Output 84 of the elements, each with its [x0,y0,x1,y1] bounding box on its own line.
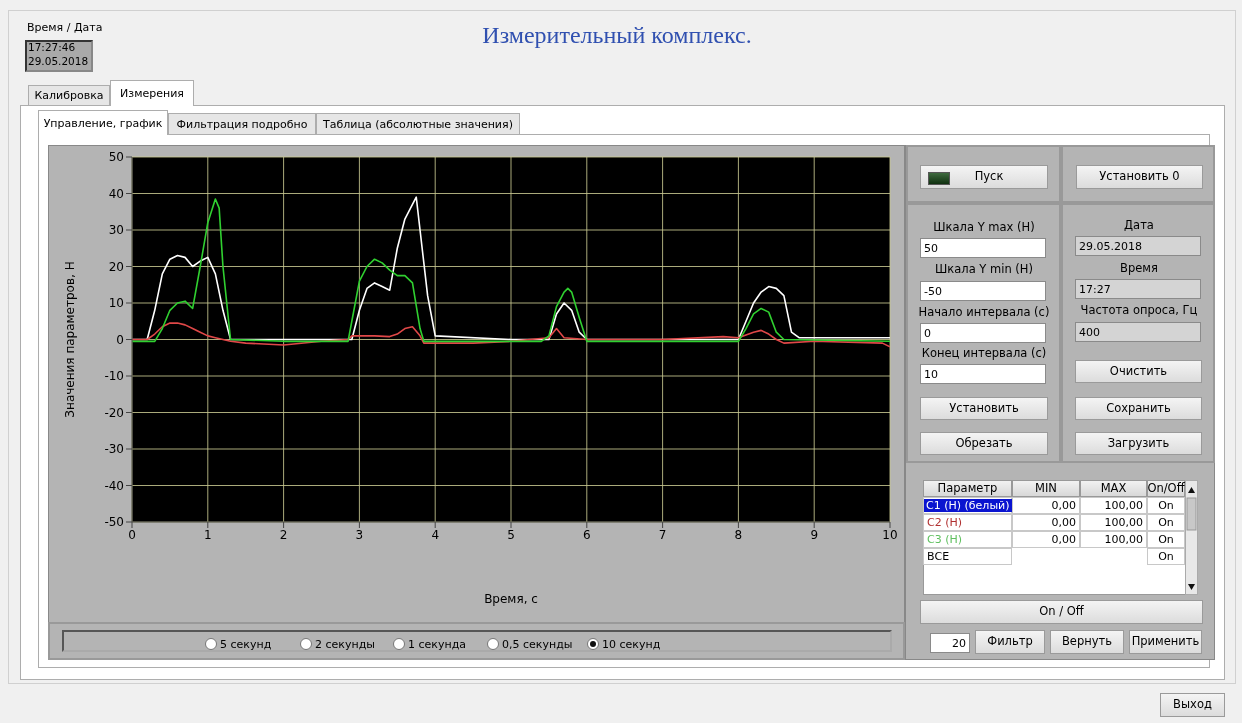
button: Вернуть [1050,630,1124,654]
text: On [1147,531,1185,548]
x-tick-label: 5 [507,527,515,542]
y-tick-label: -50 [104,515,124,530]
button: Пуск [920,165,1048,189]
text: Дата [1123,217,1155,233]
y-tick-label: -30 [104,442,124,457]
button: Загрузить [1075,432,1202,455]
button: Очистить [1075,360,1202,383]
text: 0,00 [1012,497,1080,514]
text-field: 17:27 [1075,279,1201,299]
y-tick-label: -20 [104,405,124,420]
text: C2 (Н) [923,514,1012,531]
text-field: 0 [920,323,1046,343]
y-tick-label: 40 [108,186,124,201]
button: Выход [1160,693,1225,717]
text: MAX [1080,480,1147,497]
text-field: 29.05.2018 [1075,236,1201,256]
line-series [132,322,890,348]
text: 0,00 [1012,531,1080,548]
x-axis-title: Время, с [484,592,538,606]
x-tick-label: 2 [279,527,288,542]
tab: Фильтрация подробно [168,113,316,135]
text: On/Off [1147,480,1185,497]
text: Параметр [923,480,1012,497]
y-tick-label: 10 [108,296,124,311]
y-tick-label: -40 [104,478,124,493]
chart-title: Измерительный комплекс. [481,22,753,49]
text: Время / Дата [27,20,104,35]
text: 0,00 [1012,514,1080,531]
text: On [1147,514,1185,531]
text: C3 (Н) [923,531,1012,548]
text: 100,00 [1080,531,1147,548]
text: MIN [1012,480,1080,497]
x-tick-label: 8 [734,527,743,542]
button: Установить 0 [1076,165,1203,189]
text: Время [1119,260,1159,276]
text: 17:27:46 [28,41,77,54]
button: Установить [920,397,1048,420]
text: Начало интервала (с) [917,304,1051,320]
text-field: 10 [920,364,1046,384]
button: On / Off [920,600,1203,624]
text: 10 секунд [602,637,661,651]
x-tick-label: 6 [582,527,591,542]
text: On [1147,548,1185,565]
text: Частота опроса, Гц [1079,302,1199,318]
x-tick-label: 3 [355,527,364,542]
x-tick-label: 0 [128,527,136,542]
y-tick-label: 30 [108,223,124,238]
x-tick-label: 9 [810,527,819,542]
text: 100,00 [1080,497,1147,514]
x-tick-label: 1 [203,527,212,542]
text: 5 секунд [220,637,272,651]
text: Шкала Y max (Н) [932,219,1036,235]
y-tick-label: 0 [116,332,124,347]
text-field: 400 [1075,322,1201,342]
button: Фильтр [975,630,1045,654]
text: On [1147,497,1185,514]
text: Шкала Y min (Н) [934,261,1034,277]
button: Сохранить [1075,397,1202,420]
text: 0,5 секунды [502,637,573,651]
text: Конец интервала (с) [920,345,1048,361]
text-field: -50 [920,281,1046,301]
tab: Управление, график [38,110,168,135]
y-tick-label: -10 [104,369,124,384]
text: 2 секунды [315,637,375,651]
button: Применить [1129,630,1202,654]
text: ВСЕ [923,548,1012,565]
x-tick-label: 10 [882,527,898,542]
text: C1 (Н) (белый) [924,499,1012,512]
y-axis-title: Значения параметров, Н [63,261,78,418]
tab: Таблица (абсолютные значения) [316,113,520,135]
x-tick-label: 4 [431,527,440,542]
y-tick-label: 20 [108,259,124,274]
tab: Калибровка [28,85,110,106]
text-field: 20 [930,633,970,653]
text: 29.05.2018 [28,55,90,68]
tab: Измерения [110,80,194,106]
y-tick-label: 50 [108,150,124,165]
text: 1 секунда [408,637,467,651]
x-tick-label: 7 [658,527,667,542]
text: 100,00 [1080,514,1147,531]
button: Обрезать [920,432,1048,455]
text-field: 50 [920,238,1046,258]
